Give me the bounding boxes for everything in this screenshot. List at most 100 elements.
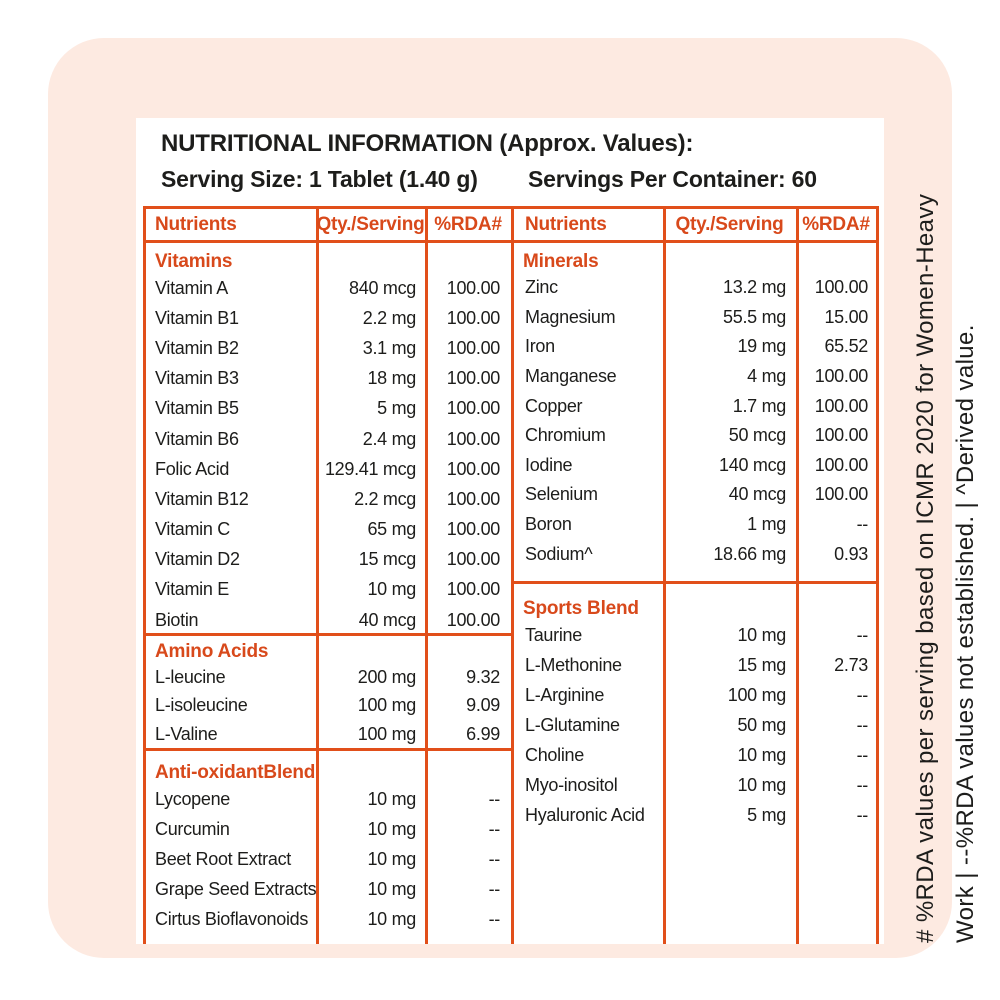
nutrient-name: Vitamin D2 — [155, 549, 240, 570]
column-header-rda-right: %RDA# — [802, 214, 870, 235]
nutrient-rda: 100.00 — [446, 398, 501, 419]
table-row: Folic Acid 129.41 mcg 100.00 — [143, 454, 511, 484]
nutrient-name: Chromium — [525, 425, 606, 446]
nutrient-rda: 2.73 — [834, 654, 868, 675]
nutrient-rda: -- — [488, 818, 501, 839]
table-row: Iodine 140 mcg 100.00 — [511, 451, 879, 481]
nutrient-qty: 10 mg — [367, 878, 416, 899]
divider — [876, 206, 879, 944]
nutrient-rda: 9.09 — [466, 695, 500, 716]
nutrient-qty: 10 mg — [367, 818, 416, 839]
nutrient-qty: 5 mg — [377, 398, 416, 419]
nutrient-name: Vitamin B12 — [155, 488, 249, 509]
divider — [143, 206, 146, 944]
nutrient-name: Vitamin B1 — [155, 307, 239, 328]
nutrient-qty: 10 mg — [367, 908, 416, 929]
nutrient-name: L-Methonine — [525, 654, 622, 675]
nutrient-rda: 100.00 — [446, 519, 501, 540]
nutrient-name: Iron — [525, 336, 555, 357]
nutrient-rda: 100.00 — [446, 428, 501, 449]
divider — [143, 633, 511, 636]
nutrient-name: L-leucine — [155, 666, 226, 687]
table-row: L-Arginine 100 mg -- — [511, 680, 879, 710]
nutrient-name: Iodine — [525, 454, 573, 475]
nutrient-rda: 100.00 — [446, 458, 501, 479]
table-row: Vitamin B6 2.4 mg 100.00 — [143, 424, 511, 454]
nutrient-qty: 18.66 mg — [713, 543, 786, 564]
table-row: Biotin 40 mcg 100.00 — [143, 605, 511, 635]
nutrient-rda: 100.00 — [814, 395, 869, 416]
section-sports-blend: Sports Blend Taurine 10 mg -- L-Methonine 15 … — [511, 584, 879, 830]
table-row: Grape Seed Extracts 10 mg -- — [143, 874, 511, 904]
nutrient-qty: 10 mg — [737, 624, 786, 645]
section-minerals: Minerals Zinc 13.2 mg 100.00 Magnesium 55.5 m… — [511, 243, 879, 569]
divider — [796, 206, 799, 944]
nutrient-rda: 9.32 — [466, 666, 500, 687]
table-row: Taurine 10 mg -- — [511, 620, 879, 650]
section-title: Vitamins — [155, 251, 233, 272]
nutrient-rda: -- — [488, 848, 501, 869]
table-row: Chromium 50 mcg 100.00 — [511, 421, 879, 451]
nutrient-rda: 65.52 — [824, 336, 868, 357]
nutrient-rda: 100.00 — [446, 307, 501, 328]
nutrient-rda: 100.00 — [446, 337, 501, 358]
nutrient-rda: 100.00 — [814, 484, 869, 505]
nutrient-name: Magnesium — [525, 306, 616, 327]
nutrient-rda: -- — [856, 514, 869, 535]
nutrient-rda: 100.00 — [814, 454, 869, 475]
table-row: Choline 10 mg -- — [511, 740, 879, 770]
nutrient-rda: 100.00 — [446, 549, 501, 570]
nutrient-rda: 100.00 — [446, 579, 501, 600]
nutrient-qty: 10 mg — [737, 744, 786, 765]
nutrient-name: Beet Root Extract — [155, 848, 291, 869]
nutrient-name: Taurine — [525, 624, 582, 645]
divider — [511, 581, 879, 584]
nutrient-qty: 129.41 mcg — [324, 458, 416, 479]
nutrient-name: Boron — [525, 514, 572, 535]
nutrient-qty: 4 mg — [747, 366, 786, 387]
nutrient-name: Vitamin B2 — [155, 337, 239, 358]
nutrient-qty: 40 mcg — [358, 609, 417, 630]
nutrient-qty: 10 mg — [737, 774, 786, 795]
nutrient-name: Vitamin B3 — [155, 368, 239, 389]
nutrient-qty: 840 mcg — [349, 277, 416, 298]
nutrient-name: Selenium — [525, 484, 598, 505]
table-row: L-isoleucine 100 mg 9.09 — [143, 692, 511, 721]
table-row: Vitamin B1 2.2 mg 100.00 — [143, 303, 511, 333]
column-header-nutrients-left: Nutrients — [155, 214, 237, 235]
nutrient-name: Choline — [525, 744, 584, 765]
table-row: Vitamin E 10 mg 100.00 — [143, 575, 511, 605]
nutrient-qty: 100 mg — [357, 695, 417, 716]
nutrient-rda: -- — [856, 774, 869, 795]
nutrient-qty: 10 mg — [367, 579, 416, 600]
nutrient-qty: 55.5 mg — [723, 306, 786, 327]
nutrient-rda: 6.99 — [466, 723, 500, 744]
nutrient-qty: 2.2 mg — [362, 307, 417, 328]
table-row: L-Methonine 15 mg 2.73 — [511, 650, 879, 680]
nutrient-name: Biotin — [155, 609, 199, 630]
column-header-rda-left: %RDA# — [434, 214, 502, 235]
table-row: Sodium^ 18.66 mg 0.93 — [511, 539, 879, 569]
nutrition-table: Nutrients Qty./Serving %RDA# Nutrients Q… — [143, 206, 879, 944]
section-vitamins: Vitamins Vitamin A 840 mcg 100.00 Vitamin B1… — [143, 243, 511, 635]
nutrient-name: Vitamin B6 — [155, 428, 239, 449]
divider — [511, 206, 514, 944]
nutrient-qty: 13.2 mg — [723, 277, 786, 298]
rda-footnote-line1: # %RDA values per serving based on ICMR … — [912, 193, 939, 943]
nutrient-qty: 65 mg — [367, 519, 416, 540]
nutrient-qty: 3.1 mg — [362, 337, 417, 358]
nutrient-rda: 100.00 — [814, 366, 869, 387]
nutrient-qty: 18 mg — [367, 368, 416, 389]
table-row: Manganese 4 mg 100.00 — [511, 362, 879, 392]
nutrient-rda: -- — [488, 908, 501, 929]
column-header-qty-right: Qty./Serving — [675, 214, 784, 235]
nutrient-qty: 1 mg — [747, 514, 786, 535]
nutrient-name: Cirtus Bioflavonoids — [155, 908, 309, 929]
nutrient-qty: 100 mg — [727, 684, 787, 705]
section-title: Anti-oxidantBlend — [155, 762, 316, 783]
nutrient-rda: 100.00 — [446, 368, 501, 389]
page-title: NUTRITIONAL INFORMATION (Approx. Values)… — [161, 130, 694, 157]
nutrient-name: Vitamin E — [155, 579, 230, 600]
section-amino-acids: Amino Acids L-leucine 200 mg 9.32 L-isoleuci… — [143, 636, 511, 749]
